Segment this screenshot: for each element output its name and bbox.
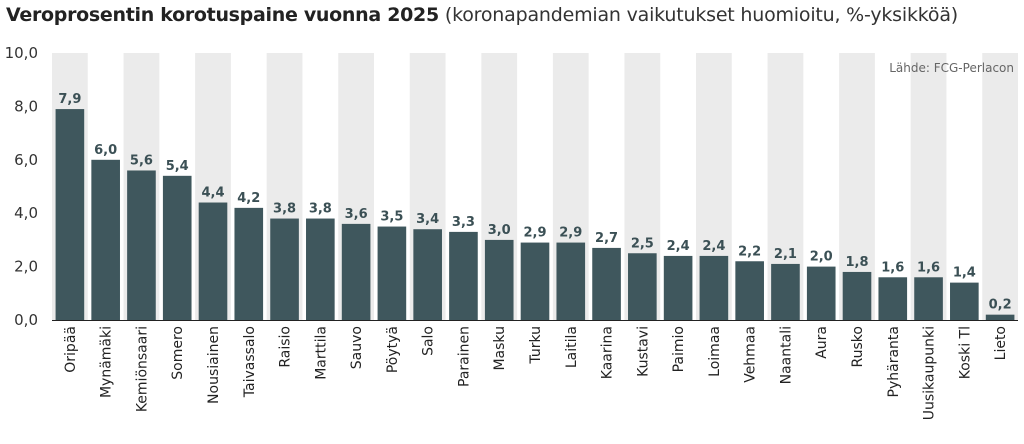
bar-10 <box>377 226 407 320</box>
value-label: 2,9 <box>523 226 546 241</box>
x-tick-label: Pyhäranta <box>886 326 902 397</box>
chart-title-row: Veroprosentin korotuspaine vuonna 2025 (… <box>6 4 958 26</box>
bar-20 <box>735 261 764 320</box>
bar-25 <box>914 277 943 320</box>
bar-8 <box>306 218 335 320</box>
x-tick-label: Nousiainen <box>206 326 222 404</box>
value-label: 3,6 <box>345 207 368 222</box>
y-tick-label: 6,0 <box>14 151 38 169</box>
bar-19 <box>699 255 729 320</box>
value-label: 2,7 <box>595 231 618 246</box>
value-label: 5,6 <box>130 153 153 168</box>
category-band <box>910 53 947 320</box>
y-axis-ticks: 0,0 2,0 4,0 6,0 8,0 10,0 <box>5 44 38 329</box>
bar-26 <box>950 282 979 320</box>
x-tick-label: Vehmaa <box>743 326 759 383</box>
value-label: 3,4 <box>416 212 439 227</box>
value-label: 2,1 <box>774 247 797 262</box>
x-tick-label: Aura <box>814 326 830 359</box>
y-tick-label: 2,0 <box>14 258 38 276</box>
value-label: 1,6 <box>881 260 904 275</box>
value-label: 3,0 <box>488 223 511 238</box>
value-label: 2,4 <box>702 239 725 254</box>
bar-14 <box>520 242 550 320</box>
bar-7 <box>270 218 299 320</box>
value-label: 4,2 <box>237 191 260 206</box>
x-tick-label: Salo <box>421 326 437 356</box>
x-tick-label: Kustavi <box>635 326 651 377</box>
bar-17 <box>628 253 657 320</box>
chart-subtitle: (koronapandemian vaikutukset huomioitu, … <box>444 4 958 26</box>
x-tick-label: Laitila <box>564 326 580 368</box>
value-label: 1,6 <box>917 260 940 275</box>
value-label: 1,4 <box>953 266 976 281</box>
bar-1 <box>55 109 85 320</box>
bars-group <box>55 109 1015 320</box>
y-tick-label: 8,0 <box>14 97 38 115</box>
value-label: 6,0 <box>94 143 117 158</box>
bar-11 <box>413 229 442 320</box>
x-tick-label: Kaarina <box>600 326 616 379</box>
y-tick-label: 4,0 <box>14 204 38 222</box>
value-labels-group: 7,9 6,0 5,6 5,4 4,4 4,2 3,8 3,8 3,6 3,5 3,4 3,3 3,0 2… <box>58 92 1011 313</box>
source-note: Lähde: FCG-Perlacon <box>889 61 1014 75</box>
x-tick-label: Sauvo <box>349 326 365 369</box>
bar-12 <box>449 231 478 320</box>
bar-24 <box>878 277 908 320</box>
x-tick-label: Masku <box>492 326 508 371</box>
x-tick-label: Turku <box>528 326 544 365</box>
bar-3 <box>127 170 156 320</box>
value-label: 2,9 <box>559 226 582 241</box>
bar-13 <box>484 239 514 320</box>
chart-title: Veroprosentin korotuspaine vuonna 2025 <box>6 4 439 26</box>
bar-4 <box>162 175 192 320</box>
x-tick-label: Raisio <box>278 326 294 368</box>
value-label: 0,2 <box>989 298 1012 313</box>
x-tick-label: Oripää <box>63 326 79 373</box>
y-tick-label: 0,0 <box>14 311 38 329</box>
x-tick-label: Loimaa <box>707 326 723 377</box>
value-label: 4,4 <box>201 186 224 201</box>
x-tick-label: Rusko <box>850 326 866 367</box>
x-tick-label: Naantali <box>778 326 794 384</box>
x-tick-label: Pöytyä <box>385 326 401 373</box>
x-tick-label: Paimio <box>671 326 687 372</box>
bar-5 <box>198 202 228 320</box>
value-label: 3,8 <box>273 202 296 217</box>
x-tick-label: Somero <box>170 326 186 380</box>
bar-18 <box>663 255 693 320</box>
bar-6 <box>234 207 264 320</box>
bar-16 <box>592 247 621 320</box>
value-label: 7,9 <box>58 92 81 107</box>
x-axis-ticks: Oripää Mynämäki Kemiönsaari Somero Nousiaine… <box>63 326 1009 420</box>
x-tick-label: Mynämäki <box>99 326 115 398</box>
bar-23 <box>842 271 872 320</box>
bar-15 <box>556 242 586 320</box>
x-tick-label: Taivassalo <box>242 326 258 398</box>
value-label: 3,8 <box>309 202 332 217</box>
value-label: 1,8 <box>845 255 868 270</box>
x-tick-label: Uusikaupunki <box>922 326 938 420</box>
bar-27 <box>985 314 1015 320</box>
x-tick-label: Lieto <box>993 326 1009 360</box>
x-tick-label: Parainen <box>456 326 472 387</box>
value-label: 2,2 <box>738 244 761 259</box>
x-tick-label: Kemiönsaari <box>134 326 150 412</box>
value-label: 3,3 <box>452 215 475 230</box>
x-tick-label: Koski Tl <box>957 326 973 379</box>
category-band <box>982 53 1018 320</box>
bar-2 <box>91 159 120 320</box>
value-label: 2,5 <box>631 236 654 251</box>
value-label: 5,4 <box>166 159 189 174</box>
bar-21 <box>771 263 800 320</box>
y-tick-label: 10,0 <box>5 44 38 62</box>
bar-9 <box>341 223 371 320</box>
x-tick-label: Marttila <box>313 326 329 380</box>
bar-22 <box>806 266 836 320</box>
value-label: 2,4 <box>667 239 690 254</box>
value-label: 2,0 <box>810 250 833 265</box>
value-label: 3,5 <box>380 210 403 225</box>
